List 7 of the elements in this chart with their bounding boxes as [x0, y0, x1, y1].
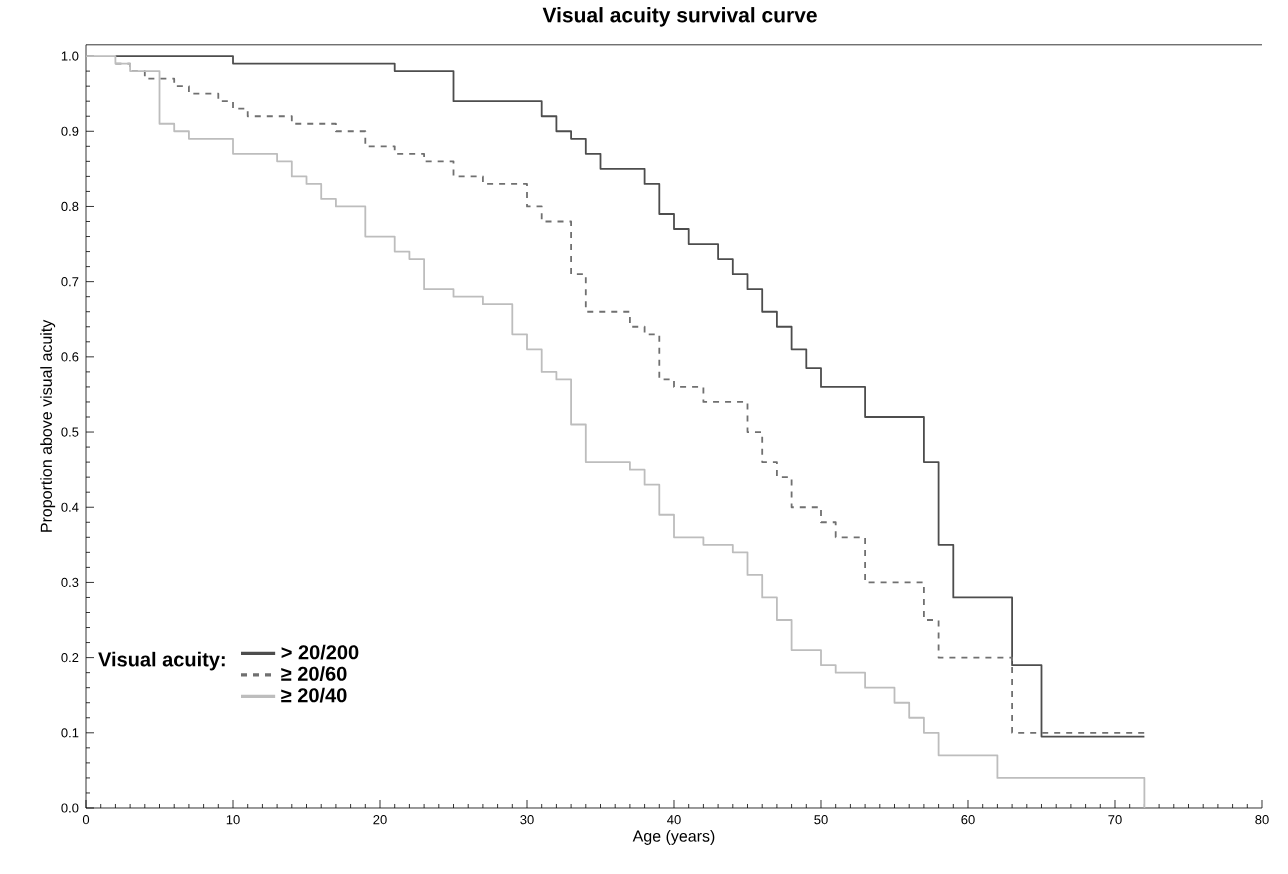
legend-label: ≥ 20/40: [281, 687, 347, 703]
chart-title: Visual acuity survival curve: [542, 7, 817, 27]
x-axis-title: Age (years): [632, 829, 715, 845]
legend-title: Visual acuity:: [98, 651, 225, 671]
legend-label: ≥ 20/60: [281, 666, 347, 682]
y-axis-title: Proportion above visual acuity: [40, 319, 56, 532]
legend-label: > 20/200: [281, 644, 359, 660]
